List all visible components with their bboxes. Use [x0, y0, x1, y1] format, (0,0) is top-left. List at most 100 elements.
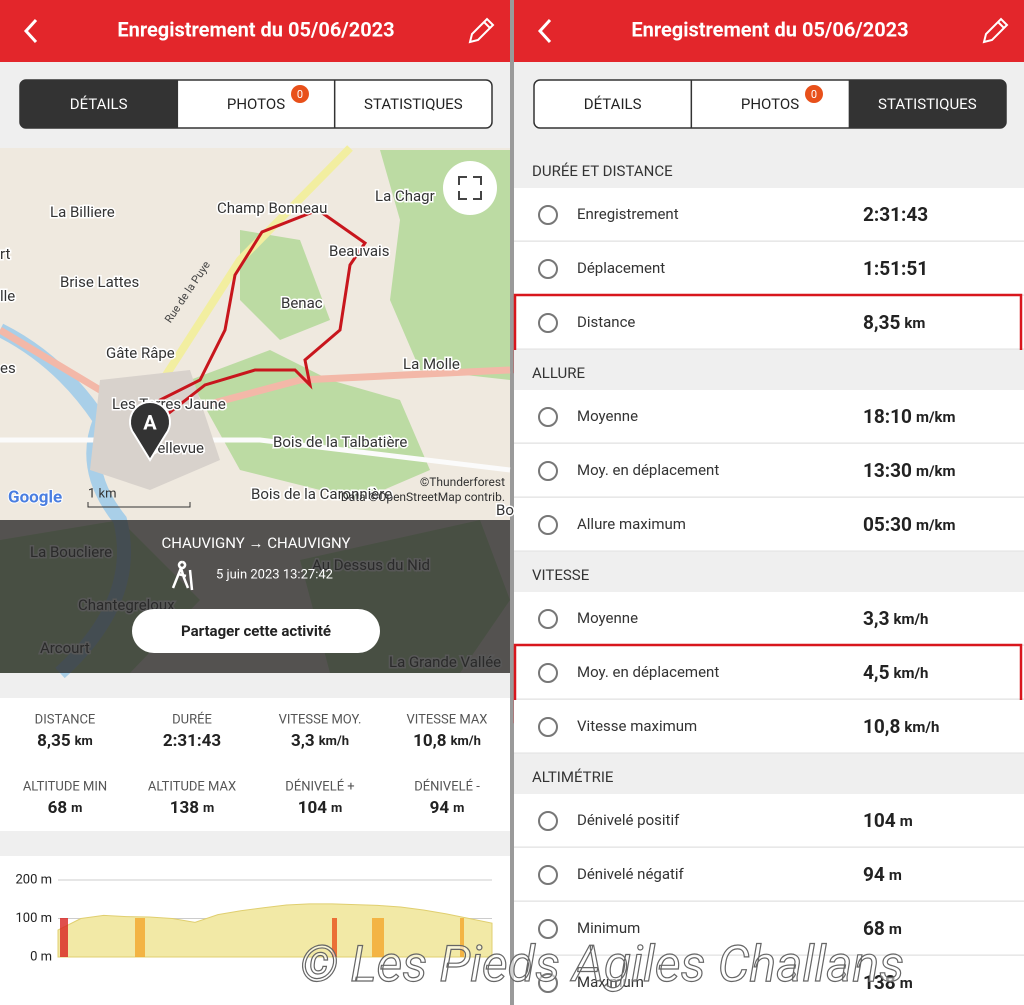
stat-row: [514, 848, 1024, 901]
right-panel: Enregistrement du 05/06/2023 DÉTAILS PHOTO…: [513, 0, 1024, 1005]
stat-row: [514, 592, 1024, 645]
map-label: es: [0, 359, 16, 377]
stat-label: DISTANCE: [35, 712, 96, 727]
unit: m: [71, 801, 82, 816]
edit-button[interactable]: [982, 17, 1009, 44]
tab-active: [20, 80, 178, 128]
unit: km/h: [893, 664, 928, 682]
value: 10,8: [863, 715, 900, 738]
stat-row: [514, 242, 1024, 295]
edit-button[interactable]: [468, 17, 495, 44]
stat-label: DÉNIVELÉ +: [285, 778, 354, 794]
unit: km/h: [451, 734, 481, 749]
header-title: Enregistrement du 05/06/2023: [631, 17, 908, 41]
slope-band: [332, 918, 337, 957]
map-label: Beauvais: [329, 242, 389, 260]
stat-row: [514, 646, 1024, 699]
map-woods: [240, 230, 330, 340]
value-text: 94 m: [863, 863, 902, 886]
photo-badge-count: 0: [297, 88, 303, 101]
value: 4,5: [863, 661, 890, 684]
share-button[interactable]: [132, 609, 380, 653]
unit: km/h: [319, 734, 349, 749]
value-text: 18:10 m/km: [863, 405, 956, 428]
stat-row: [514, 444, 1024, 497]
slope-band: [60, 918, 68, 957]
share-label[interactable]: Partager cette activité: [181, 622, 331, 640]
y-tick-label: 200 m: [15, 872, 52, 887]
slope-band: [135, 918, 145, 957]
unit: m: [331, 801, 342, 816]
map-label: La Billiere: [50, 203, 115, 221]
tab-label[interactable]: PHOTOS: [741, 95, 799, 113]
tab-active: [848, 80, 1006, 128]
section-header: [514, 148, 1024, 188]
y-tick-label: 100 m: [15, 911, 52, 926]
row-icon: [538, 461, 558, 481]
section-title: VITESSE: [532, 566, 590, 584]
map-credit: ©Thunderforest: [420, 475, 505, 489]
unit: m: [453, 801, 464, 816]
unit: m/km: [916, 462, 956, 480]
map-label: Champ Bonneau: [217, 199, 327, 217]
row-icon: [538, 259, 558, 279]
hiker-icon: [171, 560, 194, 591]
stat-row: [514, 700, 1024, 753]
value: 2:31:43: [863, 203, 928, 226]
marker: [129, 401, 171, 462]
header: [0, 0, 510, 62]
map-label: Bois de la Caronnière: [251, 485, 392, 503]
back-button[interactable]: [23, 18, 38, 44]
value-text: 8,35 km: [37, 731, 93, 751]
stat-label: DURÉE: [172, 711, 212, 727]
map-label: Les Terres Jaune: [112, 395, 226, 413]
value-text: 13:30 m/km: [863, 459, 956, 482]
row-label: Minimum: [577, 919, 640, 937]
row-icon: [538, 407, 558, 427]
stat-row: [514, 956, 1024, 1005]
scale-bar: [87, 502, 191, 508]
back-button[interactable]: [537, 18, 552, 44]
tab-label[interactable]: PHOTOS: [227, 95, 285, 113]
value-text: 94 m: [430, 798, 465, 818]
unit: m: [900, 812, 913, 830]
row-icon: [538, 515, 558, 535]
value: 8,35: [37, 731, 71, 751]
row-icon: [538, 973, 558, 993]
tab-label[interactable]: DÉTAILS: [70, 95, 128, 113]
slope-band: [372, 918, 384, 957]
row-label: Vitesse maximum: [577, 717, 697, 735]
row-label: Moyenne: [577, 407, 638, 425]
value-text: 104 m: [298, 798, 343, 818]
tab-label[interactable]: DÉTAILS: [584, 95, 642, 113]
section-header: [514, 754, 1024, 794]
header-title: Enregistrement du 05/06/2023: [117, 17, 394, 41]
row-icon: [538, 205, 558, 225]
unit: km: [904, 314, 925, 332]
map-road: [146, 145, 353, 403]
value: 13:30: [863, 459, 912, 482]
value-text: 3,3 km/h: [291, 731, 349, 751]
fullscreen-button[interactable]: [443, 161, 497, 215]
stat-row: [514, 902, 1024, 955]
tab-label[interactable]: STATISTIQUES: [364, 95, 463, 113]
row-icon: [538, 811, 558, 831]
tab-label[interactable]: STATISTIQUES: [878, 95, 977, 113]
value-text: 8,35 km: [863, 311, 925, 334]
stat-row: [514, 188, 1024, 241]
value: 138: [170, 798, 199, 818]
row-label: Dénivelé négatif: [577, 865, 685, 883]
value-text: 4,5 km/h: [863, 661, 928, 684]
stat-row: [514, 794, 1024, 847]
y-tick-label: 0 m: [30, 949, 52, 964]
photo-badge: [805, 85, 823, 103]
row-icon: [538, 717, 558, 737]
unit: km: [75, 734, 93, 749]
map-label: La Chagr: [375, 187, 435, 205]
value: 138: [863, 971, 896, 994]
stat-row: [514, 390, 1024, 443]
value: 104: [298, 798, 328, 818]
row-icon: [538, 919, 558, 939]
value: 2:31:43: [163, 731, 221, 751]
value: 3,3: [863, 607, 889, 630]
